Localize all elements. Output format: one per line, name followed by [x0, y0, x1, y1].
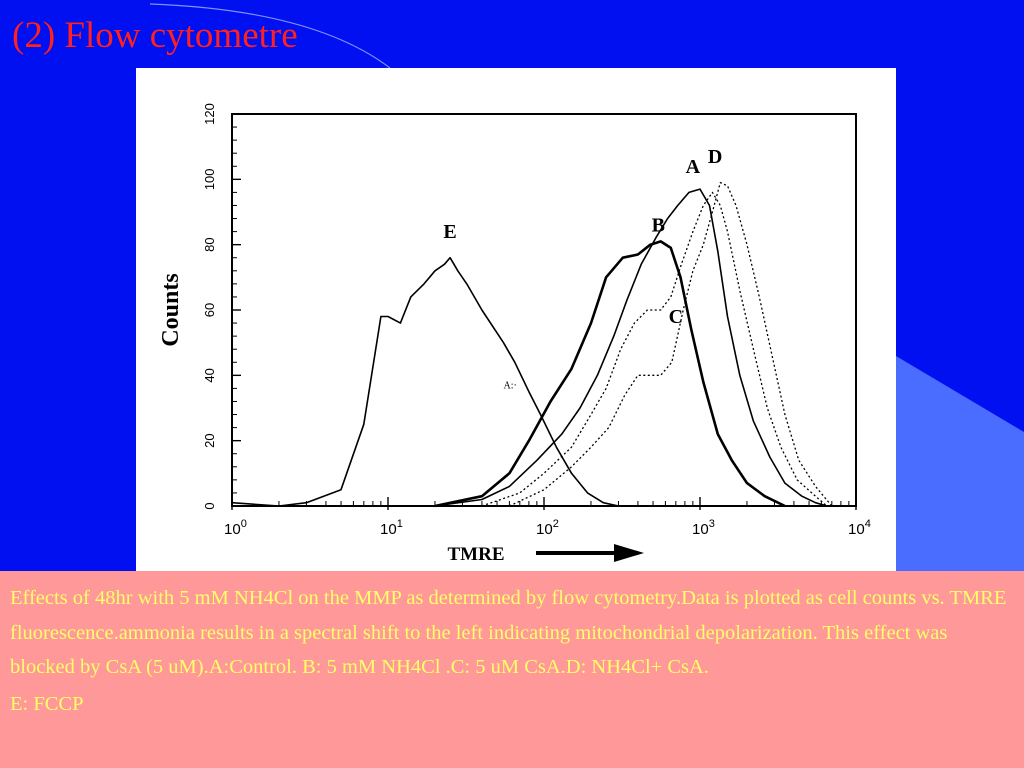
series-line-d: [509, 181, 833, 507]
x-axis-arrow-head: [614, 544, 644, 562]
series-label-c: C: [669, 306, 683, 328]
series-label-e: E: [443, 221, 456, 243]
inline-marker-text: A:·: [503, 380, 516, 391]
y-tick-label: 20: [202, 433, 217, 447]
series-line-a: [434, 188, 828, 507]
plot-frame: [231, 113, 857, 507]
flow-cytometry-histogram: 100 101 102 103 104 0 20 40 60 80 100 120 Counts TMRE…: [158, 103, 871, 565]
y-tick-label: 0: [202, 502, 217, 509]
x-tick-label: 100: [224, 518, 247, 538]
y-tick-label: 40: [202, 368, 217, 382]
series-label-a: A: [686, 156, 701, 178]
caption-paragraph: Effects of 48hr with 5 mM NH4Cl on the M…: [10, 587, 1007, 678]
chart-panel: 100 101 102 103 104 0 20 40 60 80 100 120 Counts TMRE…: [136, 68, 896, 572]
series-line-c: [481, 191, 828, 507]
x-tick-label: 102: [536, 518, 559, 538]
y-axis-label: Counts: [158, 273, 184, 346]
series-line-b: [434, 240, 786, 508]
x-tick-label: 104: [848, 518, 871, 538]
decorative-blue-shape: [896, 356, 1024, 572]
caption-legend-e: E: FCCP: [10, 692, 84, 715]
y-tick-label: 120: [202, 103, 217, 125]
x-tick-label: 101: [380, 518, 403, 538]
slide-title: (2) Flow cytometre: [12, 15, 298, 56]
y-tick-label: 100: [202, 168, 217, 190]
series-label-b: B: [652, 215, 665, 237]
caption-box: Effects of 48hr with 5 mM NH4Cl on the M…: [0, 571, 1024, 768]
series-label-d: D: [708, 146, 722, 168]
x-axis-label: TMRE: [448, 544, 505, 565]
x-tick-label: 103: [692, 518, 715, 538]
y-tick-label: 80: [202, 237, 217, 251]
y-tick-label: 60: [202, 303, 217, 317]
series-line-e: [231, 256, 619, 507]
